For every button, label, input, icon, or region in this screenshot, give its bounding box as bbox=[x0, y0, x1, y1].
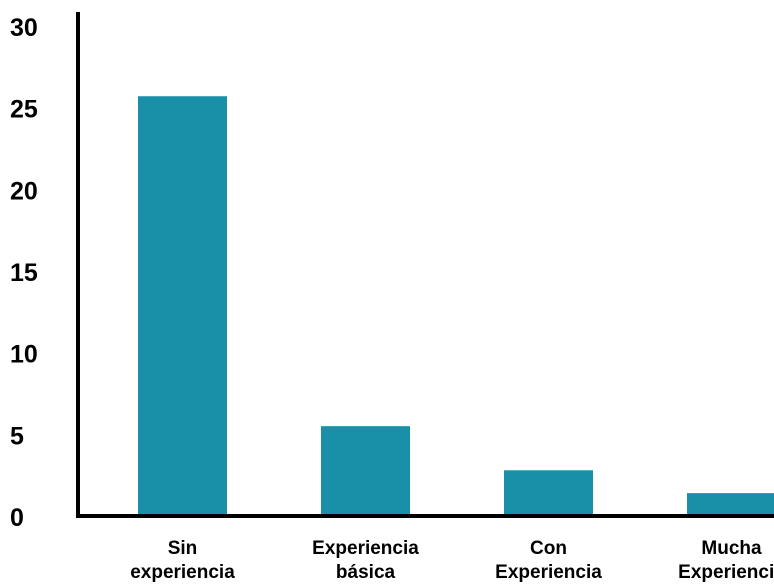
y-tick-label: 30 bbox=[10, 14, 38, 42]
y-tick-label: 20 bbox=[10, 177, 38, 205]
y-tick-label: 0 bbox=[10, 504, 24, 532]
y-tick-label: 5 bbox=[10, 422, 24, 450]
bars-group bbox=[138, 96, 774, 516]
y-tick-label: 25 bbox=[10, 96, 38, 124]
x-category-label: Experiencia bbox=[495, 562, 602, 583]
bar bbox=[687, 493, 774, 516]
bar bbox=[321, 426, 410, 516]
bar bbox=[504, 470, 593, 516]
bar bbox=[138, 96, 227, 516]
y-tick-label: 10 bbox=[10, 341, 38, 369]
x-category-label: Sin bbox=[168, 538, 198, 559]
x-category-label: Experiencia bbox=[312, 538, 419, 559]
x-category-label: Con bbox=[530, 538, 567, 559]
x-category-label: Experiencia bbox=[678, 562, 774, 583]
x-category-label: Mucha bbox=[701, 538, 762, 559]
y-tick-label: 15 bbox=[10, 259, 38, 287]
x-category-label: básica bbox=[336, 562, 396, 583]
y-axis-ticks: 0 5 10 15 20 25 30 bbox=[10, 14, 38, 532]
x-axis-labels: Sin experiencia Experiencia básica Con Experi… bbox=[130, 538, 774, 583]
x-category-label: experiencia bbox=[130, 562, 235, 583]
